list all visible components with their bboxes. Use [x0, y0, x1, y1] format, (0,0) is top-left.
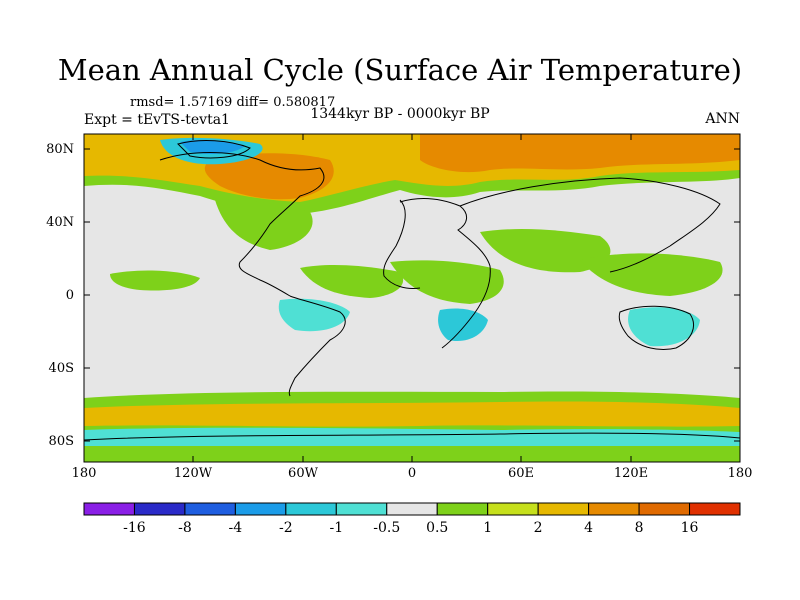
colorbar-label: -16	[123, 520, 146, 536]
lat-label-0: 0	[65, 288, 74, 303]
map-field	[84, 134, 740, 462]
colorbar-swatch	[487, 502, 539, 516]
antarctic-green	[84, 446, 740, 462]
lon-label-120e: 120E	[613, 466, 649, 481]
colorbar-swatch	[133, 502, 186, 516]
colorbar-swatch	[537, 502, 590, 516]
lat-label-40s: 40S	[48, 361, 74, 376]
indopacific-green	[580, 253, 723, 296]
lon-label-0: 0	[407, 466, 417, 481]
australia-cyan	[628, 307, 700, 347]
siberia-orange	[420, 134, 740, 173]
lon-label-180w: 180	[71, 466, 97, 481]
colorbar-swatch	[184, 502, 236, 516]
period-label: 1344kyr BP - 0000kyr BP	[310, 106, 490, 122]
colorbar-swatch	[234, 502, 287, 516]
colorbar-label: 4	[584, 520, 594, 536]
stats-text: rmsd= 1.57169 diff= 0.580817	[130, 95, 336, 110]
season-label: ANN	[705, 111, 740, 127]
africa-green	[390, 260, 504, 304]
colorbar-swatch	[386, 502, 438, 516]
colorbar-label: -0.5	[373, 520, 401, 536]
sa-cyan	[278, 298, 350, 332]
experiment-label: Expt = tEvTS-tevta1	[84, 112, 230, 128]
pacific-green	[110, 270, 200, 291]
colorbar-label: -8	[178, 520, 192, 536]
colorbar	[83, 502, 741, 516]
plot-title: Mean Annual Cycle (Surface Air Temperatu…	[57, 53, 743, 87]
africa-cyan	[438, 308, 488, 342]
lon-label-180e: 180	[727, 466, 753, 481]
colorbar-label: 8	[634, 520, 644, 536]
atlantic-green	[300, 265, 404, 298]
coastlines	[84, 140, 740, 441]
asia-green	[480, 229, 611, 273]
colorbar-label: -1	[329, 520, 344, 536]
canada-orange	[204, 153, 334, 200]
lon-label-60e: 60E	[507, 466, 535, 481]
na-green	[215, 199, 313, 250]
colorbar-swatch	[83, 502, 135, 516]
lat-label-80s: 80S	[48, 434, 74, 449]
southern-gold	[84, 401, 740, 427]
lat-label-80n: 80N	[46, 142, 74, 157]
colorbar-label: 1	[483, 520, 493, 536]
lat-label-40n: 40N	[46, 215, 74, 230]
colorbar-label: -2	[279, 520, 293, 536]
lon-label-120w: 120W	[173, 466, 213, 481]
colorbar-swatch	[689, 502, 741, 516]
tick-marks	[83, 134, 741, 462]
lon-label-60w: 60W	[288, 466, 318, 481]
colorbar-label: 0.5	[426, 520, 449, 536]
colorbar-swatch	[588, 502, 640, 516]
pole-blue	[180, 139, 245, 154]
colorbar-swatch	[638, 502, 691, 516]
colorbar-label: 16	[680, 520, 699, 536]
colorbar-label: 2	[533, 520, 543, 536]
colorbar-swatch	[335, 502, 388, 516]
colorbar-swatch	[436, 502, 489, 516]
colorbar-label: -4	[228, 520, 243, 536]
colorbar-swatch	[285, 502, 337, 516]
